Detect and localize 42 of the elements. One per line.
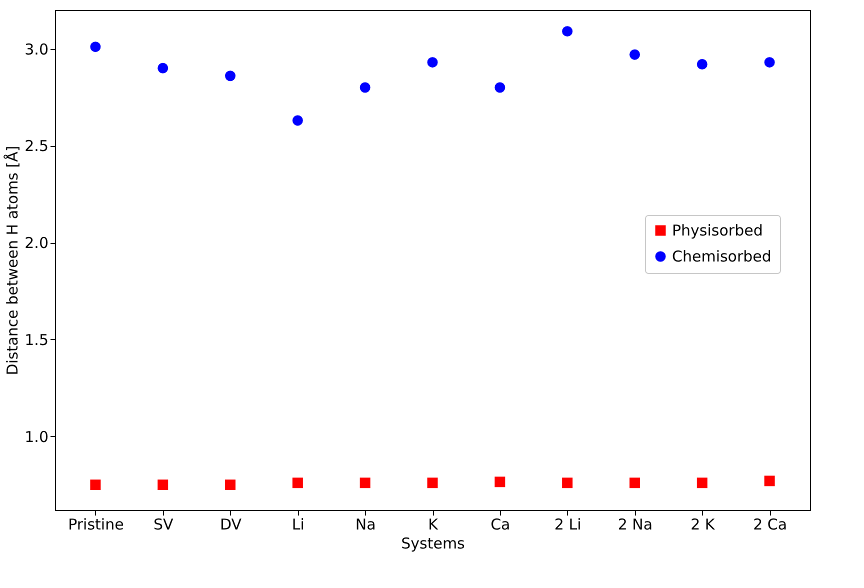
x-tick-label: Ca: [490, 516, 510, 534]
x-tick-label: 2 Ca: [753, 516, 788, 534]
point: [629, 478, 640, 488]
x-tick-label: 2 K: [690, 516, 716, 534]
x-tick-label: SV: [153, 516, 174, 534]
point: [360, 478, 370, 488]
point: [494, 82, 506, 93]
point: [292, 115, 303, 126]
y-tick-label: 3.0: [24, 40, 48, 58]
legend-label: Chemisorbed: [672, 248, 772, 266]
y-tick-label: 2.5: [24, 137, 48, 156]
x-axis-title: Systems: [401, 534, 466, 552]
x-tick-label: Pristine: [68, 516, 124, 534]
point: [225, 70, 236, 82]
point: [696, 59, 708, 70]
point: [158, 480, 168, 490]
x-tick-label: 2 Na: [618, 516, 653, 534]
y-tick-label: 1.0: [24, 428, 48, 446]
legend-label: Physisorbed: [672, 222, 763, 240]
y-tick-label: 2.0: [24, 234, 48, 252]
x-tick-label: Na: [355, 516, 376, 534]
x-tick-label: Li: [292, 516, 304, 534]
point: [696, 478, 708, 488]
point: [225, 480, 236, 490]
y-axis-title: Distance between H atoms [Å]: [4, 146, 22, 376]
point: [427, 478, 438, 488]
point: [764, 57, 775, 68]
point: [360, 82, 370, 93]
x-tick-label: K: [428, 516, 440, 534]
point: [90, 42, 101, 52]
point: [764, 476, 775, 486]
point: [494, 476, 506, 488]
y-tick-label: 1.5: [24, 330, 48, 349]
point: [158, 62, 168, 74]
point: [629, 49, 640, 60]
x-tick-label: DV: [220, 516, 242, 534]
x-tick-label: 2 Li: [554, 516, 582, 534]
point: [562, 26, 573, 37]
point: [292, 478, 303, 488]
point: [90, 480, 101, 490]
point: [562, 478, 573, 488]
point: [427, 57, 438, 68]
